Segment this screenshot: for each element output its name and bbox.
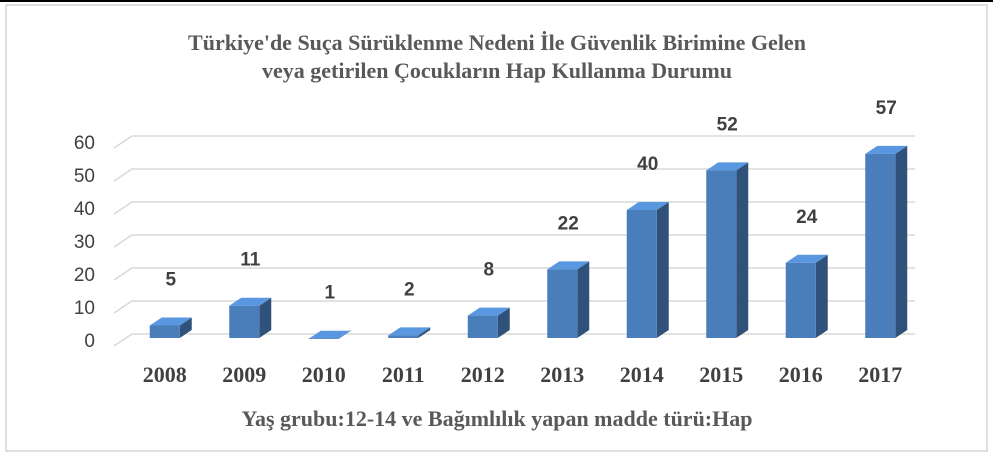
bar-face (865, 153, 896, 338)
bar-face (418, 327, 431, 338)
bar-face (815, 254, 828, 338)
y-tick-label: 30 (74, 232, 95, 253)
x-tick-label: 2013 (540, 362, 584, 387)
bar-face (547, 269, 578, 338)
data-label: 1 (324, 283, 335, 304)
bar (785, 254, 828, 338)
bar-face (706, 162, 749, 171)
x-tick-label: 2012 (461, 362, 505, 387)
bar-face (229, 297, 272, 306)
bar-face (736, 162, 749, 338)
bar (865, 145, 908, 338)
bar-face (149, 317, 192, 326)
x-tick-label: 2008 (143, 362, 187, 387)
data-label: 11 (240, 250, 261, 271)
bar-face (497, 307, 510, 338)
bar (308, 330, 351, 339)
bar-face (626, 202, 669, 210)
bar-face (547, 261, 590, 270)
chart-title: Türkiye'de Suça Sürüklenme Nedeni İle Gü… (188, 30, 806, 55)
bar-face (865, 145, 908, 154)
chart-border (5, 4, 988, 452)
y-tick-label: 20 (74, 265, 95, 286)
data-label: 57 (876, 98, 897, 119)
bar-face (577, 261, 590, 338)
bar (229, 297, 272, 338)
bar (706, 162, 749, 338)
grid-line (113, 135, 915, 149)
chart-title: veya getirilen Çocukların Hap Kullanma D… (262, 58, 732, 83)
bar (467, 307, 510, 338)
bar-face (308, 338, 339, 339)
bar-face (388, 335, 419, 338)
bar-face (388, 327, 431, 336)
y-tick-label: 0 (84, 331, 95, 352)
bar (626, 202, 669, 338)
bar-face (785, 262, 816, 338)
data-label: 24 (796, 207, 818, 228)
x-tick-label: 2011 (382, 362, 425, 387)
y-tick-label: 60 (74, 133, 95, 154)
bar-face (179, 317, 192, 338)
bar-face (785, 254, 828, 263)
bar-face (259, 297, 272, 338)
bar-face (895, 145, 908, 338)
bar-face (467, 315, 498, 338)
data-label: 5 (165, 270, 176, 291)
y-tick-label: 40 (74, 199, 95, 220)
x-tick-label: 2015 (699, 362, 743, 387)
data-label: 22 (558, 213, 579, 234)
bar-face (706, 170, 737, 338)
bar-face (229, 305, 260, 338)
bar-face (626, 210, 657, 338)
data-label: 40 (637, 154, 658, 175)
x-tick-label: 2014 (620, 362, 664, 387)
x-tick-label: 2017 (858, 362, 902, 387)
bar-face (308, 330, 351, 339)
data-label: 8 (483, 260, 494, 281)
x-axis-title: Yaş grubu:12-14 ve Bağımlılık yapan madd… (242, 406, 753, 431)
x-tick-label: 2016 (779, 362, 823, 387)
bar (149, 317, 192, 338)
bar (547, 261, 590, 338)
x-tick-label: 2009 (222, 362, 266, 387)
bar-face (467, 307, 510, 316)
bar-face (656, 202, 669, 338)
data-label: 2 (404, 279, 415, 300)
y-tick-label: 50 (74, 166, 95, 187)
x-tick-label: 2010 (302, 362, 346, 387)
bar-face (149, 325, 180, 338)
grid-line (113, 168, 915, 182)
bar (388, 327, 431, 338)
data-label: 52 (717, 114, 738, 135)
y-tick-label: 10 (74, 298, 95, 319)
